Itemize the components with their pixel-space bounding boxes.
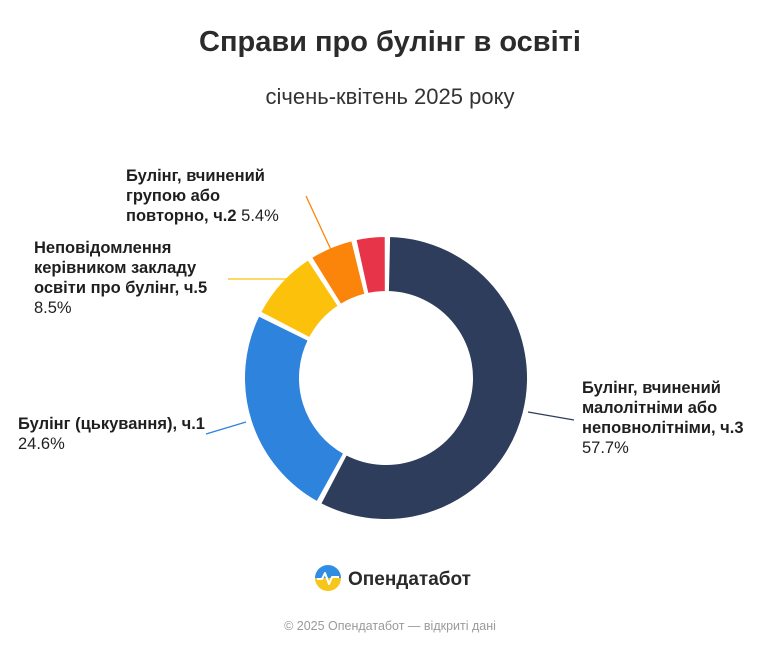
label-ch1-name: Булінг (цькування), ч.1 <box>18 415 205 433</box>
brand: Опендатабот <box>314 564 471 597</box>
label-ch3-name: Булінг, вчинений малолітніми або неповно… <box>582 379 744 437</box>
label-ch2: Булінг, вчинений групою або повторно, ч.… <box>126 166 301 226</box>
chart-title: Справи про булінг в освіті <box>199 26 581 58</box>
opendatabot-logo-icon <box>314 564 342 597</box>
label-ch3-value: 57.7% <box>582 439 629 457</box>
label-ch5-name: Неповідомлення керівником закладу освіти… <box>34 239 208 297</box>
leader-line-ch3 <box>527 411 575 421</box>
label-ch1: Булінг (цькування), ч.1 24.6% <box>18 414 218 454</box>
slice-other <box>354 235 387 296</box>
label-ch5-value: 8.5% <box>34 299 72 317</box>
slice-ch2 <box>310 239 367 306</box>
slice-ch5 <box>259 258 340 340</box>
slice-ch1 <box>243 314 346 504</box>
footer-copyright: © 2025 Опендатабот — відкриті дані <box>284 619 496 633</box>
leader-line-ch2 <box>305 195 333 253</box>
label-ch2-name: Булінг, вчинений групою або повторно, ч.… <box>126 167 265 225</box>
leader-line-ch1 <box>205 421 247 435</box>
label-ch3: Булінг, вчинений малолітніми або неповно… <box>582 378 777 458</box>
label-ch2-value: 5.4% <box>241 207 279 225</box>
label-ch5: Неповідомлення керівником закладу освіти… <box>34 238 224 318</box>
slice-ch3 <box>319 235 529 521</box>
label-ch1-value: 24.6% <box>18 435 65 453</box>
brand-name: Опендатабот <box>348 569 471 590</box>
chart-subtitle: січень-квітень 2025 року <box>265 84 515 109</box>
